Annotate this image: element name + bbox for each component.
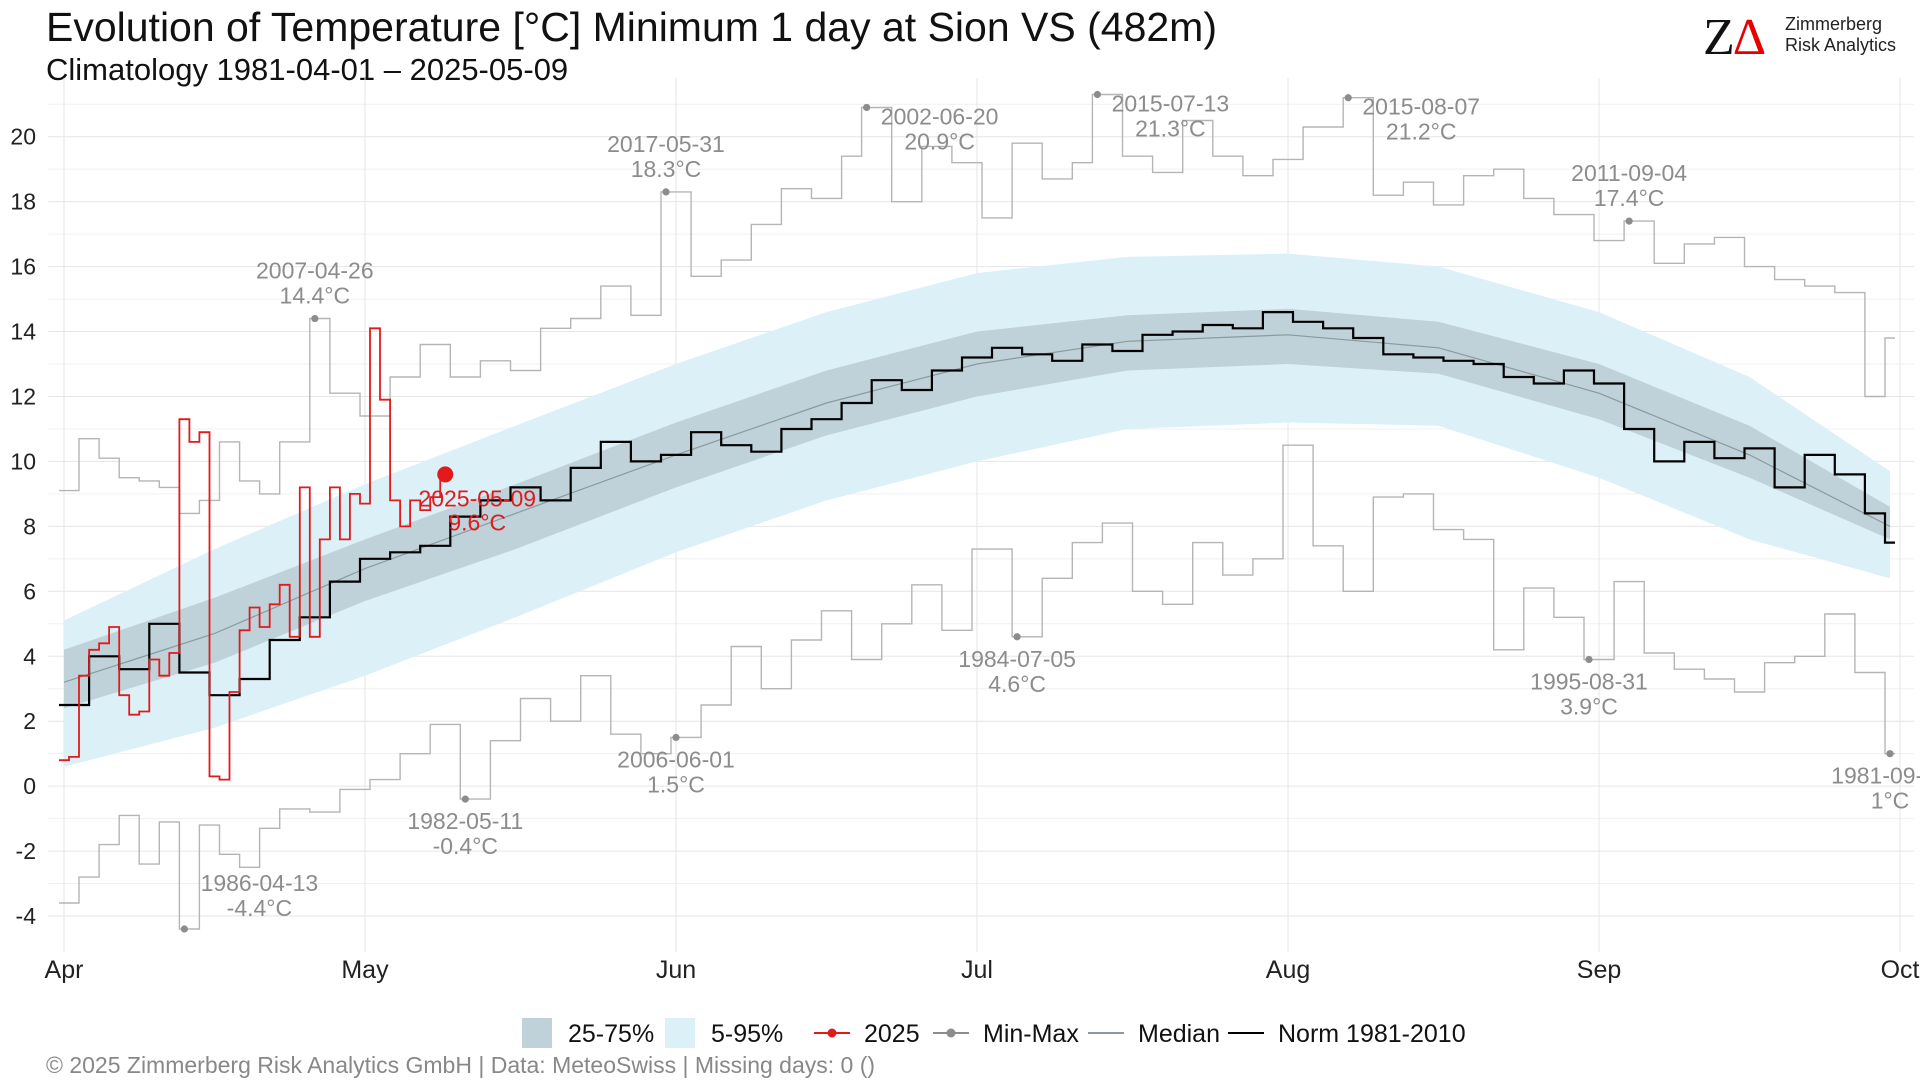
y-tick-label: 4 (23, 643, 36, 669)
x-tick-label: Apr (45, 956, 84, 984)
legend-swatch (522, 1018, 552, 1048)
record-date-label: 2015-07-13 (1112, 90, 1230, 116)
logo-mark: ZΔ (1703, 9, 1766, 66)
y-tick-label: 8 (23, 513, 36, 539)
x-tick-label: Oct (1881, 956, 1920, 984)
logo-delta: Δ (1732, 9, 1766, 66)
band-5-95 (64, 253, 1890, 767)
record-value-label: 1°C (1871, 788, 1910, 814)
y-tick-label: 16 (10, 254, 36, 280)
legend-swatch (665, 1018, 695, 1048)
current-value-label: 9.6°C (448, 509, 506, 535)
legend-label: Min-Max (983, 1020, 1079, 1048)
legend-label: 2025 (864, 1020, 920, 1048)
record-point (1013, 633, 1021, 641)
y-tick-label: 0 (23, 773, 36, 799)
record-date-label: 2017-05-31 (607, 131, 725, 157)
record-point (672, 733, 680, 742)
legend-item-band-5-95: 5-95% (665, 1018, 783, 1048)
record-date-label: 2002-06-20 (881, 103, 999, 129)
legend-label: Norm 1981-2010 (1278, 1020, 1466, 1048)
y-tick-label: 2 (23, 708, 36, 734)
max-series-line (59, 93, 1895, 515)
record-point (1093, 90, 1101, 99)
record-point (1344, 94, 1352, 102)
legend-item-median: Median (1088, 1020, 1220, 1048)
legend-item-band-25-75: 25-75% (522, 1018, 654, 1048)
y-tick-label: -4 (16, 903, 37, 929)
y-tick-label: 6 (23, 578, 36, 604)
x-tick-label: May (341, 956, 389, 984)
record-value-label: 1.5°C (647, 771, 705, 797)
y-tick-label: 10 (10, 448, 36, 474)
legend-swatch-point (946, 1028, 956, 1038)
record-value-label: 3.9°C (1560, 693, 1618, 719)
record-point (311, 314, 319, 323)
x-tick-label: Sep (1577, 956, 1621, 984)
min-series-line (59, 444, 1895, 930)
record-value-label: 20.9°C (904, 128, 975, 154)
logo-text: Zimmerberg Risk Analytics (1785, 14, 1896, 56)
x-tick-label: Jul (961, 956, 993, 984)
y-tick-label: 14 (10, 319, 36, 345)
logo-line-1: Zimmerberg (1785, 14, 1883, 34)
logo-z: Z (1703, 9, 1735, 66)
x-axis-labels: Apr May Jun Jul Aug Sep Oct (45, 956, 1920, 984)
x-tick-label: Aug (1266, 956, 1310, 984)
legend-item-year-2025: 2025 (814, 1020, 920, 1048)
footer-copyright: © 2025 Zimmerberg Risk Analytics GmbH | … (46, 1052, 876, 1078)
record-date-label: 2006-06-01 (617, 746, 735, 772)
record-date-label: 2011-09-04 (1571, 160, 1687, 186)
legend-label: Median (1138, 1020, 1220, 1048)
record-value-label: 21.3°C (1135, 115, 1206, 141)
record-point (863, 103, 871, 112)
record-date-label: 2007-04-26 (256, 258, 374, 284)
y-axis-labels: -4 -2 0 2 4 6 8 10 12 14 16 18 20 (10, 124, 36, 929)
x-tick-label: Jun (656, 956, 696, 984)
chart-title: Evolution of Temperature [°C] Minimum 1 … (46, 4, 1217, 50)
y-tick-label: -2 (16, 838, 36, 864)
legend: 25-75% 5-95% 2025 Min-Max Median Norm 1981-20… (522, 1018, 1466, 1048)
record-date-label: 1981-09-30 (1831, 763, 1920, 789)
record-point (1625, 217, 1633, 225)
record-value-label: 21.2°C (1386, 119, 1457, 145)
chart-subtitle: Climatology 1981-04-01 – 2025-05-09 (46, 52, 569, 87)
record-date-label: 2015-08-07 (1362, 94, 1480, 120)
series-2025-line (59, 327, 451, 781)
y-tick-label: 20 (10, 124, 36, 150)
company-logo: ZΔ Zimmerberg Risk Analytics (1703, 8, 1913, 68)
record-value-label: 4.6°C (988, 671, 1046, 697)
record-point (662, 188, 670, 196)
legend-label: 25-75% (568, 1020, 654, 1048)
record-date-label: 1995-08-31 (1530, 668, 1648, 694)
logo-line-2: Risk Analytics (1785, 35, 1897, 55)
legend-item-norm: Norm 1981-2010 (1228, 1020, 1466, 1048)
median-line (63, 334, 1891, 683)
record-point (1585, 655, 1593, 664)
record-date-label: 1984-07-05 (958, 646, 1076, 672)
record-point (180, 925, 188, 933)
record-point (461, 795, 469, 803)
record-value-label: -4.4°C (227, 895, 292, 921)
current-date-label: 2025-05-09 (418, 485, 536, 511)
record-point (1886, 750, 1894, 758)
record-date-label: 1986-04-13 (201, 870, 319, 896)
y-tick-label: 18 (10, 189, 36, 215)
record-value-label: 18.3°C (631, 156, 702, 182)
record-date-label: 1982-05-11 (407, 808, 523, 834)
record-value-label: 17.4°C (1594, 185, 1665, 211)
y-tick-label: 12 (10, 383, 36, 409)
legend-swatch-point (827, 1028, 837, 1038)
legend-label: 5-95% (711, 1020, 783, 1048)
record-value-label: -0.4°C (433, 833, 498, 859)
band-25-75 (64, 308, 1890, 709)
norm-1981-2010-line (59, 311, 1895, 707)
record-value-label: 14.4°C (280, 283, 351, 309)
legend-item-min-max: Min-Max (933, 1020, 1079, 1048)
current-value-point (437, 466, 454, 483)
